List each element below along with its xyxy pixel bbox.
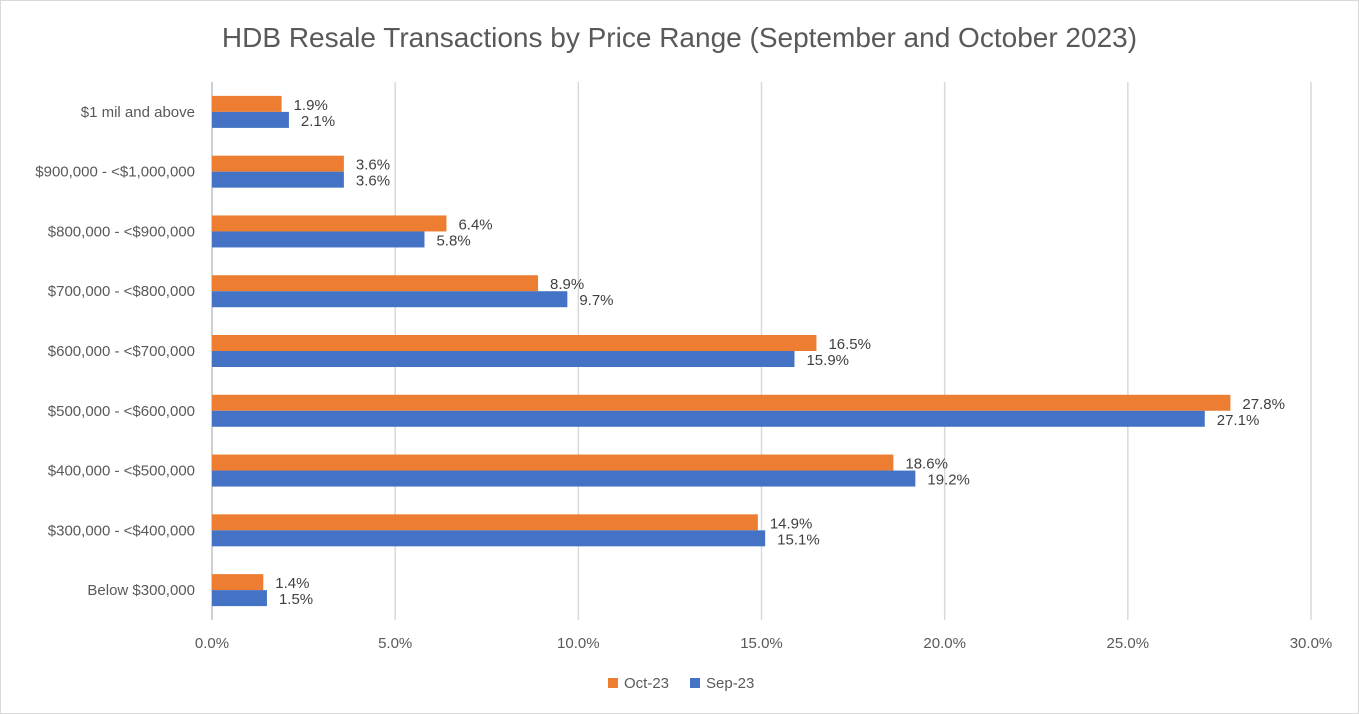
x-tick-label: 20.0%: [923, 635, 966, 652]
data-label: 27.1%: [1217, 412, 1260, 429]
bar: [212, 530, 766, 547]
category-label: $600,000 - <$700,000: [48, 343, 195, 360]
data-label: 1.9%: [294, 97, 328, 114]
x-tick-label: 5.0%: [378, 635, 412, 652]
bar: [212, 275, 539, 292]
data-label: 3.6%: [356, 157, 390, 174]
data-label: 14.9%: [770, 515, 813, 532]
data-label: 27.8%: [1242, 396, 1285, 413]
category-label: $400,000 - <$500,000: [48, 463, 195, 480]
data-label: 15.9%: [806, 352, 849, 369]
bar: [212, 155, 344, 172]
bar: [212, 410, 1205, 427]
data-label: 18.6%: [905, 456, 948, 473]
category-label: $800,000 - <$900,000: [48, 223, 195, 240]
bar: [212, 291, 568, 308]
bar: [212, 590, 267, 607]
category-labels: $1 mil and above $900,000 - <$1,000,000 $8…: [35, 104, 195, 599]
category-label: $1 mil and above: [81, 104, 195, 121]
bar: [212, 351, 795, 367]
data-label: 1.4%: [275, 575, 309, 592]
bar: [212, 514, 758, 531]
data-label: 16.5%: [828, 336, 871, 353]
data-label: 19.2%: [927, 472, 970, 489]
legend-label: Oct-23: [624, 675, 669, 692]
x-tick-label: 25.0%: [1107, 635, 1150, 652]
bar: [212, 470, 916, 487]
x-tick-label: 15.0%: [740, 635, 783, 652]
legend: Oct-23 Sep-23: [608, 675, 754, 692]
bar: [212, 454, 894, 471]
category-label: $900,000 - <$1,000,000: [35, 164, 195, 181]
bars: [212, 95, 1231, 607]
category-label: $500,000 - <$600,000: [48, 403, 195, 420]
chart-title: HDB Resale Transactions by Price Range (…: [221, 22, 1138, 53]
bar: [212, 231, 425, 248]
bar: [212, 574, 264, 591]
legend-swatch: [690, 678, 700, 688]
category-label: $700,000 - <$800,000: [48, 283, 195, 300]
data-label: 2.1%: [301, 113, 335, 130]
x-tick-label: 30.0%: [1290, 635, 1333, 652]
data-label: 5.8%: [436, 232, 470, 249]
data-label: 15.1%: [777, 531, 820, 548]
category-label: $300,000 - <$400,000: [48, 522, 195, 539]
x-axis-ticks: 0.0% 5.0% 10.0% 15.0% 20.0% 25.0% 30.0%: [195, 635, 1332, 652]
bar: [212, 95, 282, 112]
bar: [212, 394, 1231, 411]
bar: [212, 335, 817, 351]
bar: [212, 171, 344, 188]
x-tick-label: 0.0%: [195, 635, 229, 652]
data-label: 9.7%: [579, 292, 613, 309]
data-label: 1.5%: [279, 591, 313, 608]
legend-swatch: [608, 678, 618, 688]
legend-label: Sep-23: [706, 675, 754, 692]
data-label: 6.4%: [458, 216, 492, 233]
x-tick-label: 10.0%: [557, 635, 600, 652]
data-label: 3.6%: [356, 173, 390, 190]
bar: [212, 215, 447, 232]
category-label: Below $300,000: [87, 582, 195, 599]
bar: [212, 111, 289, 128]
data-labels: 1.9%2.1%3.6%3.6%6.4%5.8%8.9%9.7%16.5%15.…: [275, 97, 1285, 608]
data-label: 8.9%: [550, 276, 584, 293]
